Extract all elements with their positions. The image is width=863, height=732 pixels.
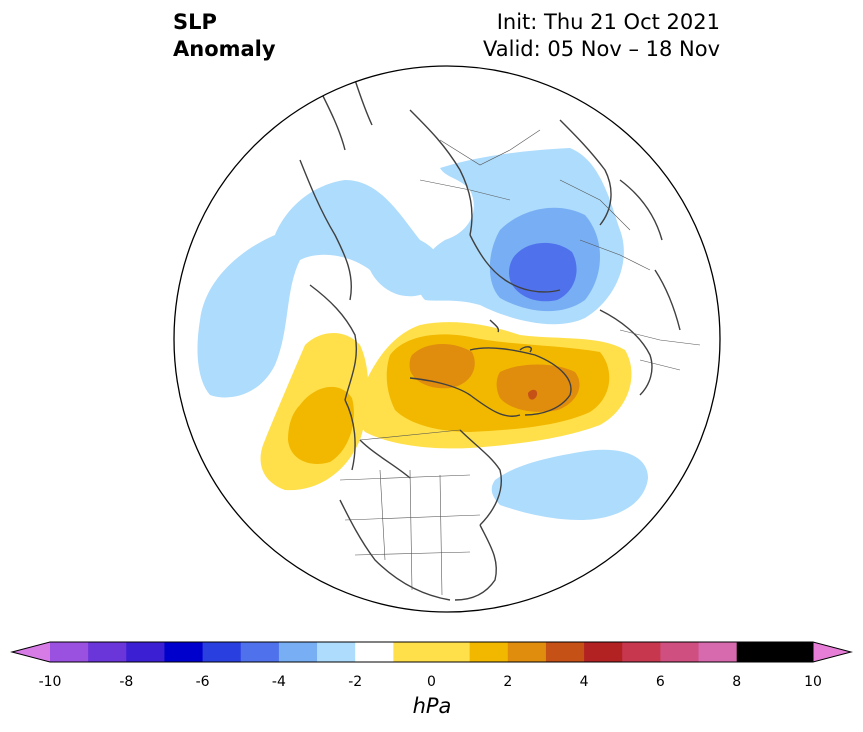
colorbar-segment [355, 642, 394, 662]
political-borders [339, 129, 701, 596]
colorbar-segment [545, 642, 585, 662]
colorbar-tick-label: -8 [119, 674, 134, 690]
colorbar-segment [584, 642, 623, 662]
colorbar-segment [698, 642, 738, 662]
colorbar-tick-label: -4 [271, 674, 286, 690]
colorbar-segment [88, 642, 127, 662]
colorbar-segment [50, 642, 89, 662]
colorbar-segment [736, 642, 776, 662]
title-line-2: Anomaly [173, 37, 276, 61]
colorbar-over-extension [813, 642, 851, 662]
colorbar-segment [507, 642, 547, 662]
colorbar-segment [622, 642, 661, 662]
anomaly-pacific-high-inner [288, 386, 354, 464]
colorbar-tick-label: 4 [579, 674, 589, 690]
map-title: SLP Anomaly [173, 9, 276, 63]
colorbar-tick-label: 6 [655, 674, 665, 690]
colorbar-segment [317, 642, 356, 662]
colorbar-segment [774, 642, 814, 662]
anomaly-eurasia-low-3 [509, 242, 577, 302]
colorbar-unit-label: hPa [412, 694, 452, 718]
anomaly-arctic-high-inner [409, 344, 475, 389]
colorbar-tick-label: -10 [38, 674, 62, 690]
colorbar-segment [164, 642, 204, 662]
globe-outline [173, 65, 721, 613]
colorbar [10, 641, 853, 663]
anomaly-pacific-low [197, 180, 443, 398]
colorbar-under-extension [12, 642, 50, 662]
colorbar-tick-label: 8 [732, 674, 742, 690]
colorbar-segment [126, 642, 165, 662]
title-line-1: SLP [173, 10, 217, 34]
colorbar-tick-label: -6 [195, 674, 210, 690]
forecast-dates: Init: Thu 21 Oct 2021 Valid: 05 Nov – 18… [483, 9, 720, 63]
init-date: Init: Thu 21 Oct 2021 [496, 10, 720, 34]
colorbar-tick-label: 2 [503, 674, 513, 690]
anomaly-greenland-high-core [528, 389, 538, 400]
colorbar-segment [202, 642, 242, 662]
anomaly-greenland-high-inner [496, 364, 580, 412]
colorbar-segment [278, 642, 318, 662]
valid-range: Valid: 05 Nov – 18 Nov [483, 37, 720, 61]
colorbar-segment [660, 642, 700, 662]
colorbar-tick-label: -2 [348, 674, 363, 690]
colorbar-tick-label: 0 [427, 674, 436, 690]
colorbar-segment [240, 642, 280, 662]
anomaly-atlantic-low [491, 449, 648, 520]
coastlines [299, 79, 681, 601]
polar-map [173, 65, 721, 613]
colorbar-tick-label: 10 [804, 674, 822, 690]
colorbar-outline [10, 641, 853, 663]
colorbar-segment [393, 642, 471, 662]
colorbar-segment [469, 642, 509, 662]
